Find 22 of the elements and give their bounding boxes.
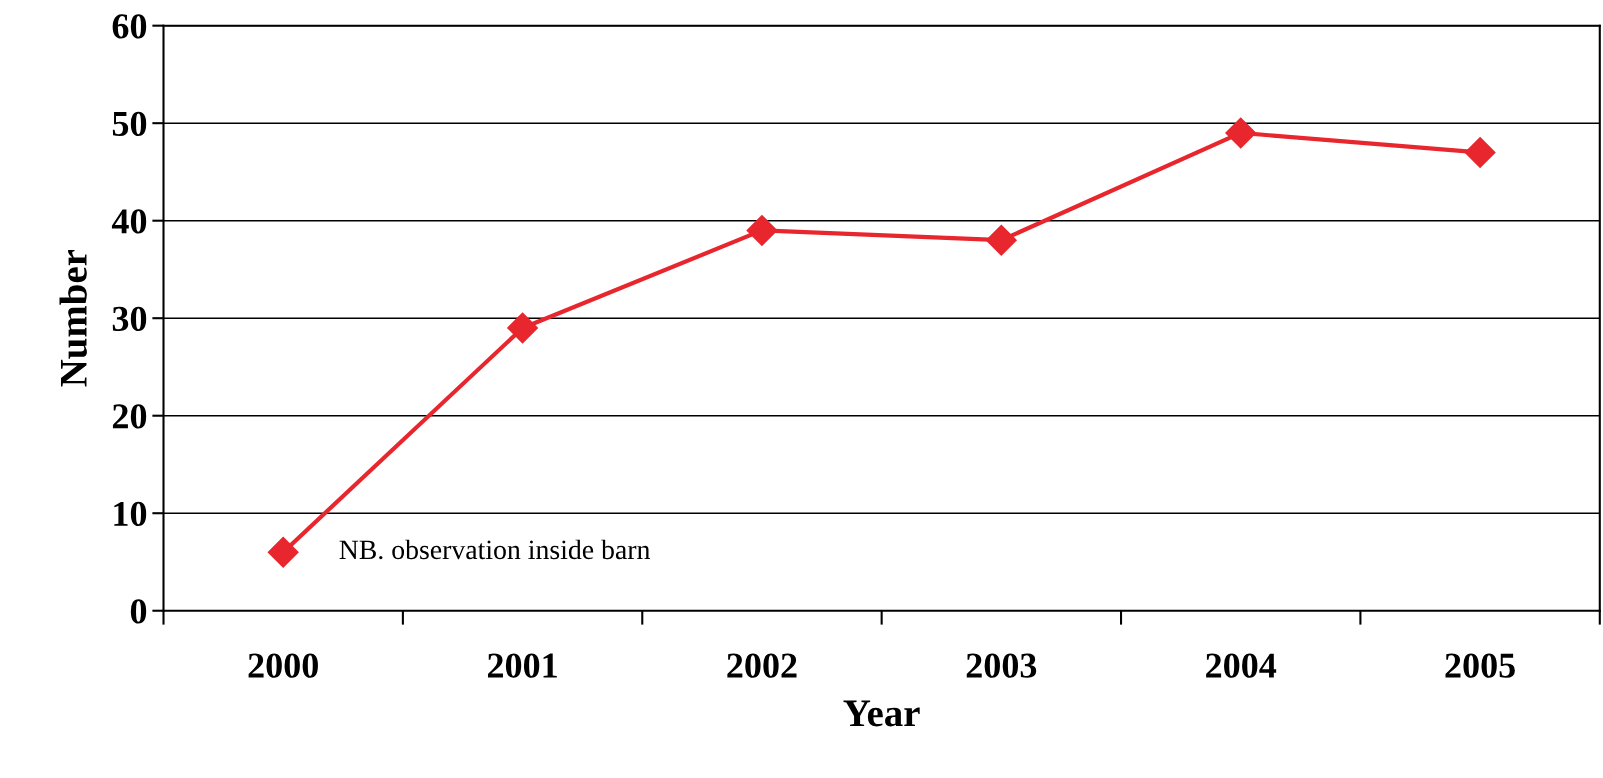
y-tick-label: 0	[130, 599, 147, 624]
x-tick-label: 2001	[487, 653, 557, 678]
y-tick-label: 10	[114, 501, 147, 527]
point	[1225, 117, 1257, 149]
point	[985, 224, 1017, 256]
y-tick-label: 20	[112, 404, 147, 429]
x-tick-label: 2005	[1445, 653, 1515, 678]
y-axis-title: Number	[59, 249, 87, 387]
y-tick-label: 30	[112, 306, 147, 332]
y-tick-label: 40	[111, 209, 147, 234]
point	[1464, 137, 1496, 168]
x-tick-label: 2002	[727, 653, 797, 678]
x-tick-label: 2000	[248, 653, 318, 678]
annotation: NB. observation inside barn	[339, 539, 650, 560]
y-tick-label: 60	[112, 14, 147, 39]
x-tick-label: 2003	[966, 653, 1037, 678]
point	[267, 536, 299, 568]
point	[507, 312, 539, 344]
x-tick-label: 2004	[1206, 653, 1277, 678]
point	[746, 215, 778, 246]
x-axis-title: Year	[843, 700, 920, 727]
y-tick-label: 50	[112, 111, 147, 137]
